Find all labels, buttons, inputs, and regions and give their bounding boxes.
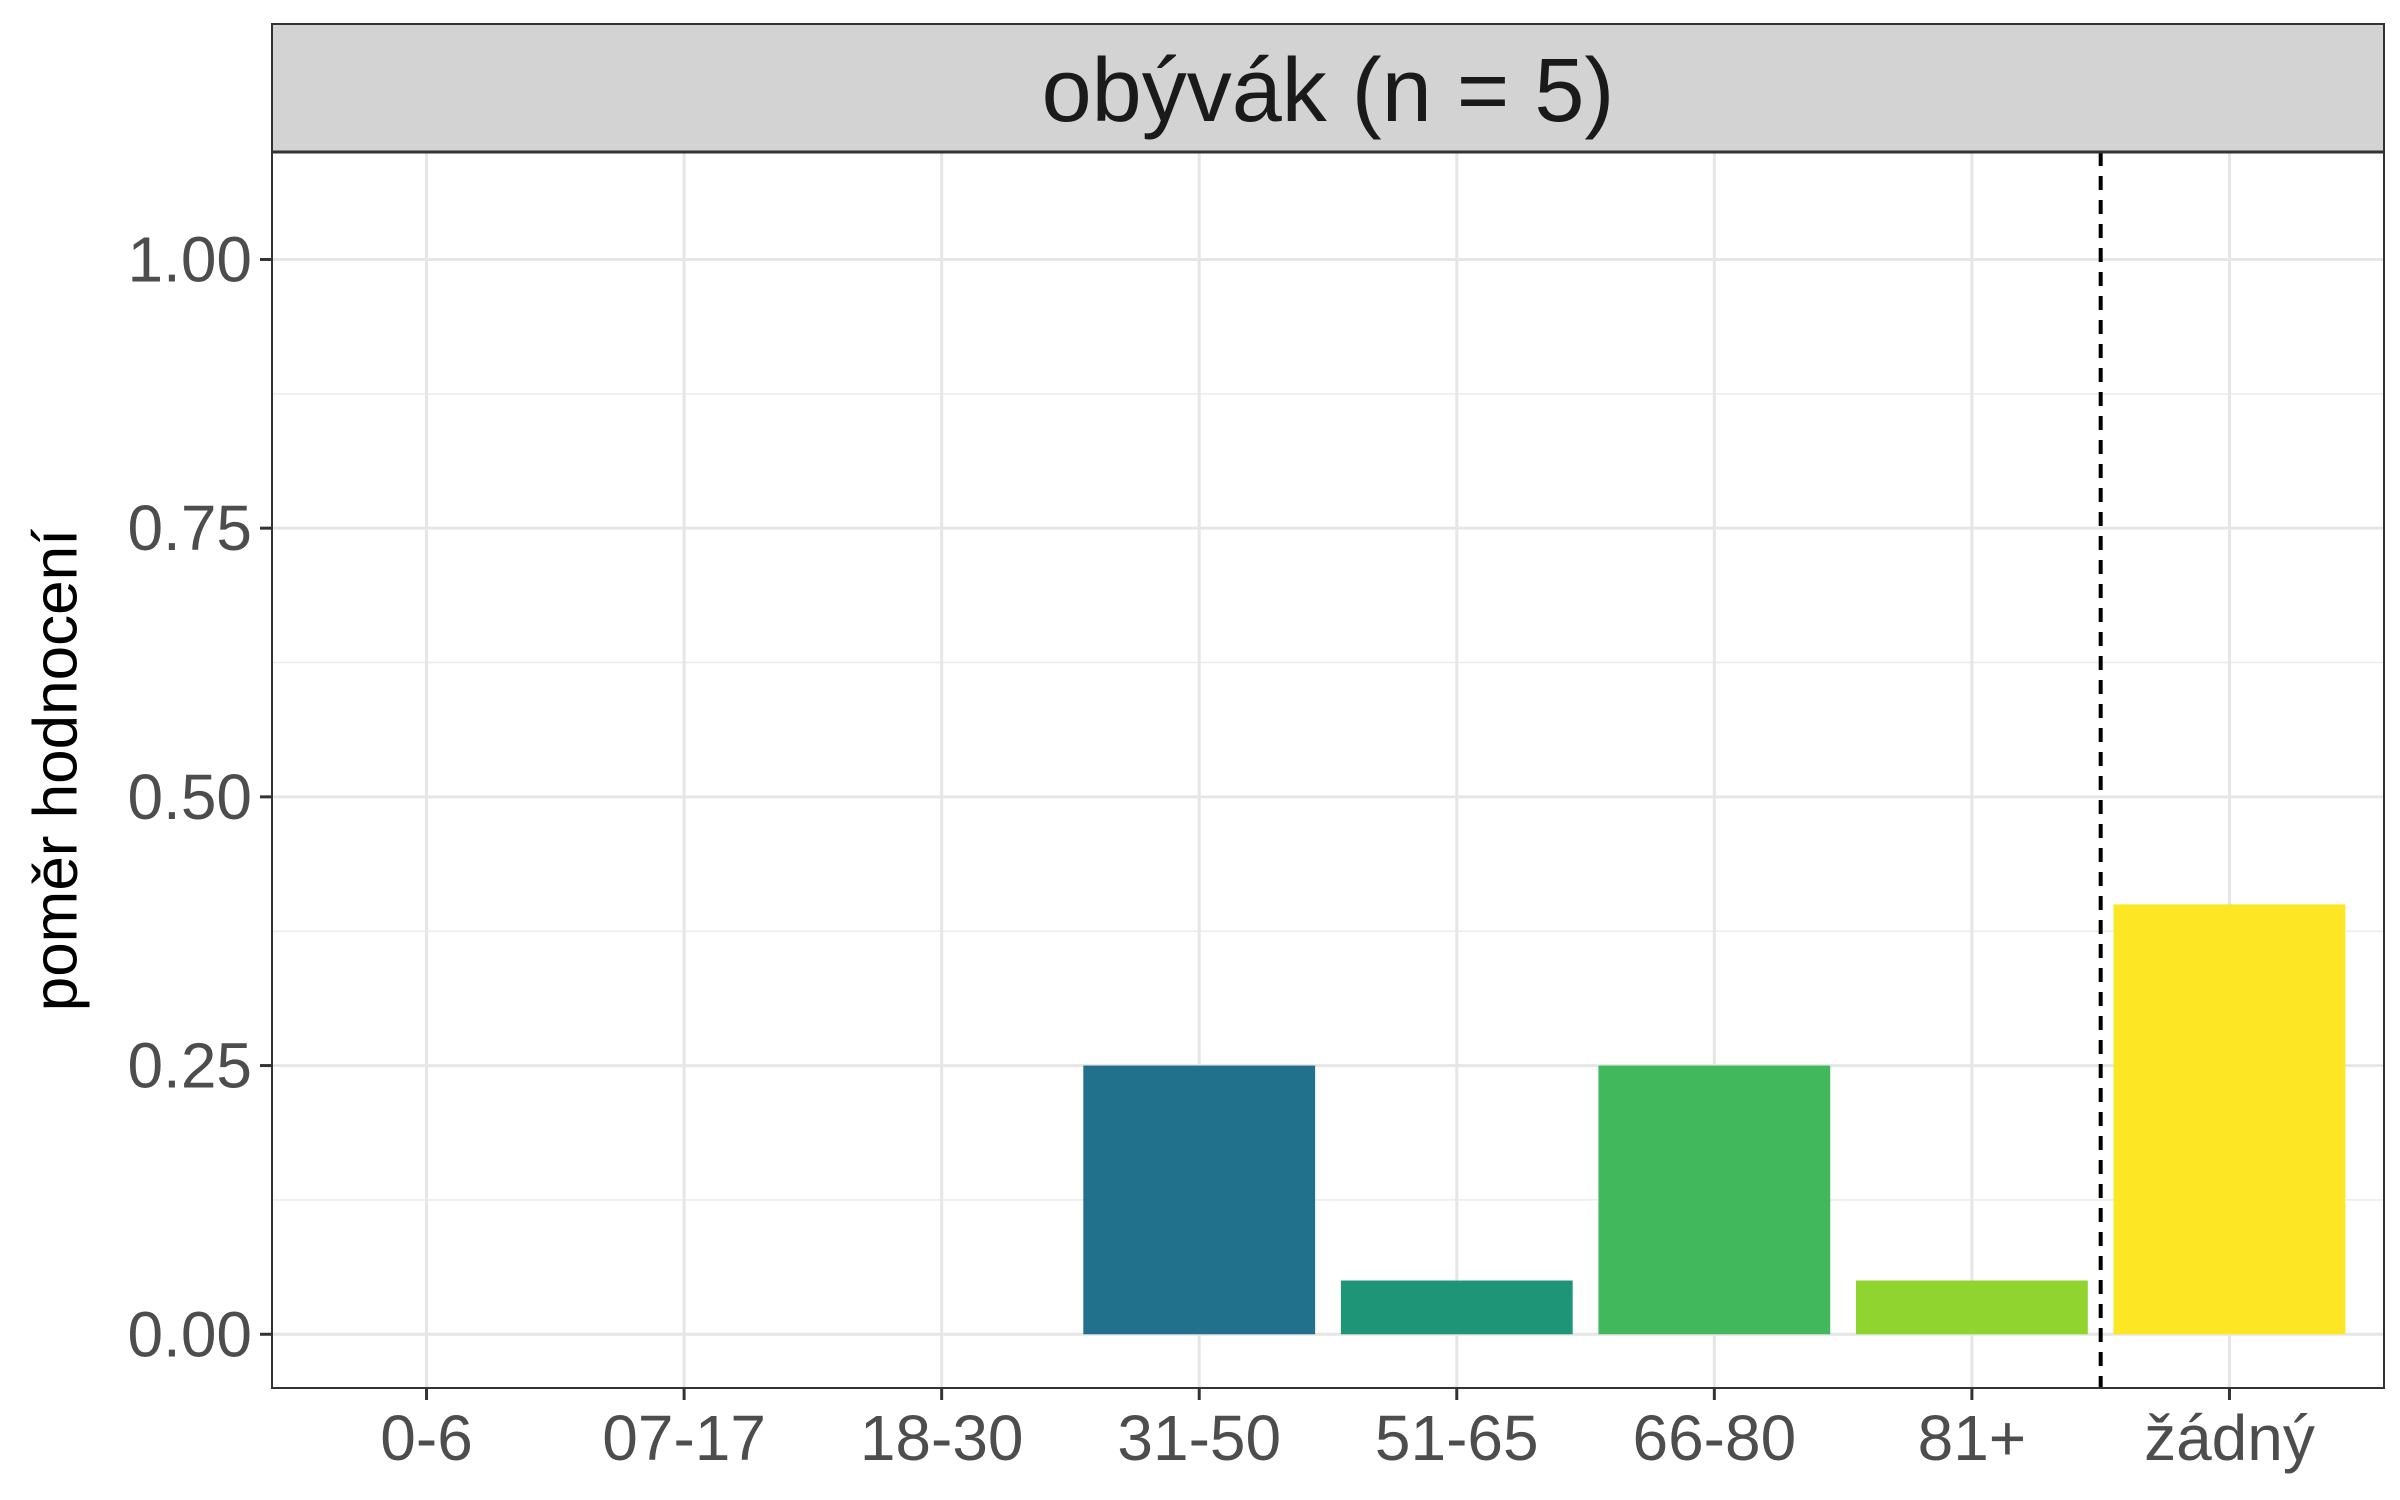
y-axis: 0.00 0.25 0.50 0.75 1.00 [127,223,272,1370]
x-tick-label: 66-80 [1632,1402,1796,1474]
bar-51-65 [1340,1280,1573,1335]
y-tick-label: 1.00 [127,223,252,295]
x-axis: 0-6 07-17 18-30 31-50 51-65 66-80 81+ žádný [380,1388,2315,1474]
x-tick-label: žádný [2144,1402,2315,1474]
bar-31-50 [1083,1065,1316,1335]
y-tick-label: 0.00 [127,1298,252,1370]
minor-gridlines [272,393,2384,1201]
bar-81+ [1856,1280,2088,1335]
x-tick-label: 18-30 [860,1402,1024,1474]
bar-žádný [2113,904,2346,1335]
x-tick-label: 07-17 [602,1402,766,1474]
y-tick-label: 0.25 [127,1030,252,1102]
x-tick-label: 31-50 [1117,1402,1281,1474]
bars [1083,904,2346,1335]
plot-background [272,152,2384,1388]
x-tick-label: 81+ [1918,1402,2027,1474]
x-tick-label: 51-65 [1375,1402,1539,1474]
y-tick-label: 0.75 [127,492,252,564]
y-tick-label: 0.50 [127,761,252,833]
x-tick-label: 0-6 [380,1402,473,1474]
facet-title: obývák (n = 5) [1042,41,1615,141]
y-axis-title: poměr hodnocení [21,529,90,1012]
bar-66-80 [1598,1065,1831,1335]
